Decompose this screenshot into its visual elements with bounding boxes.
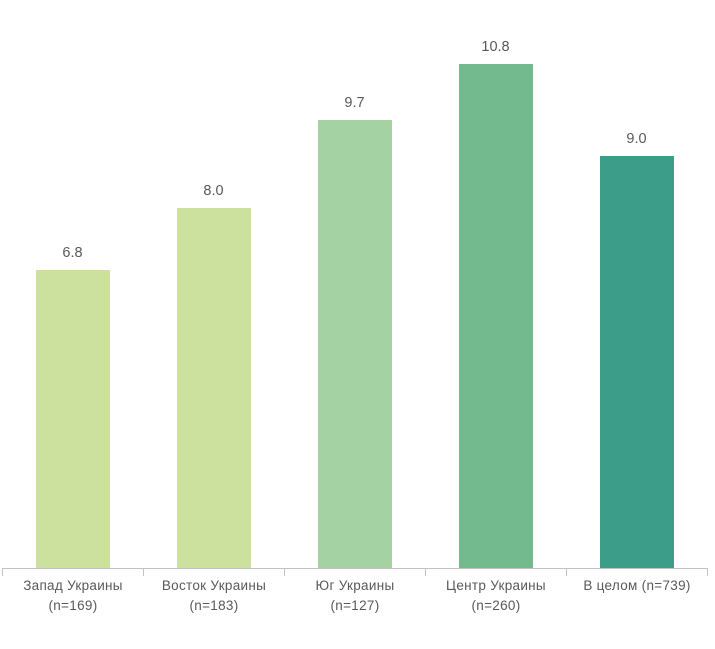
bar-value-label: 9.7 bbox=[344, 95, 365, 111]
bar bbox=[599, 156, 674, 568]
bar-value-label: 8.0 bbox=[203, 183, 224, 199]
plot-area: 6.8 8.0 9.7 10.8 9.0 bbox=[2, 2, 707, 568]
bar bbox=[176, 208, 251, 568]
bar-value-label: 10.8 bbox=[481, 39, 510, 55]
bar-value-label: 9.0 bbox=[626, 131, 647, 147]
bar bbox=[458, 64, 533, 568]
x-axis-category-label: Восток Украины (n=183) bbox=[161, 578, 267, 613]
x-axis-line bbox=[2, 568, 708, 569]
bar-value-label: 6.8 bbox=[62, 245, 83, 261]
bar bbox=[317, 120, 392, 568]
x-axis-tick bbox=[707, 568, 708, 576]
x-axis-category-label: Юг Украины (n=127) bbox=[315, 578, 395, 613]
x-axis-tick bbox=[2, 568, 3, 576]
x-axis-tick bbox=[566, 568, 567, 576]
x-axis-category-label: В целом (n=739) bbox=[583, 578, 691, 593]
x-axis-category-label: Запад Украины (n=169) bbox=[23, 578, 123, 613]
x-axis-tick bbox=[284, 568, 285, 576]
bar bbox=[35, 270, 110, 568]
x-axis-tick bbox=[425, 568, 426, 576]
x-axis-tick bbox=[143, 568, 144, 576]
x-axis-category-label: Центр Украины (n=260) bbox=[446, 578, 546, 613]
